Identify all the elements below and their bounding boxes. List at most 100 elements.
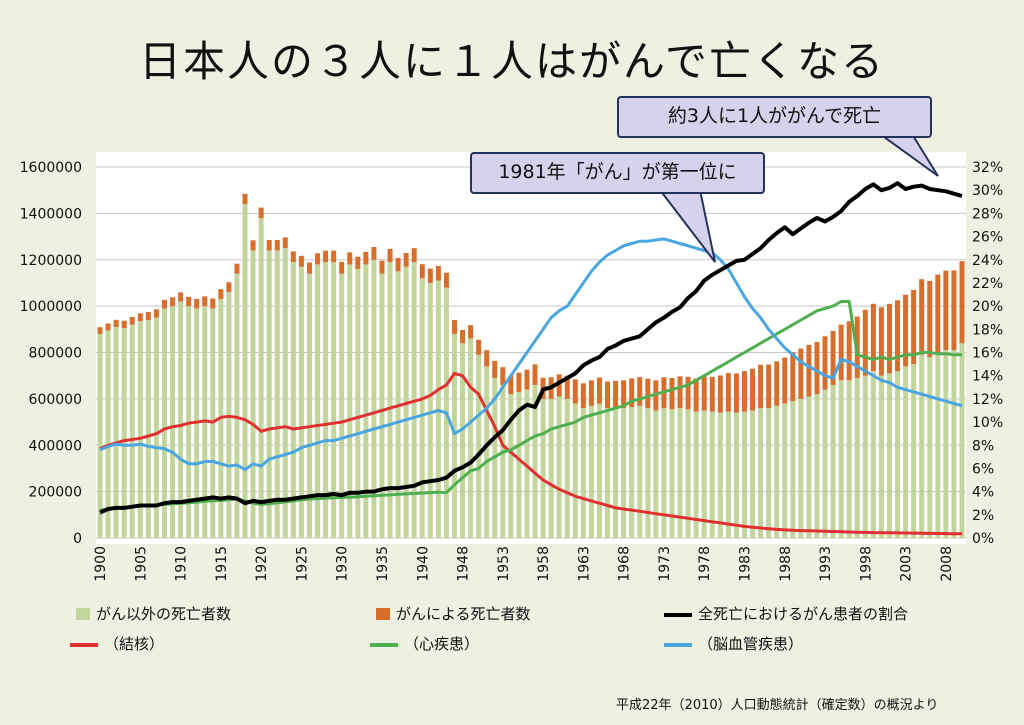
- y-left-tick-label: 600000: [29, 392, 82, 408]
- bar-cancer: [306, 262, 312, 274]
- bar-non-cancer: [419, 278, 425, 538]
- x-tick-label: 1920: [254, 546, 270, 582]
- y-left-tick-label: 400000: [29, 438, 82, 454]
- bar-cancer: [153, 309, 159, 318]
- y-right-tick-label: 14%: [972, 369, 1003, 385]
- bar-cancer: [580, 383, 586, 409]
- bar-cancer: [838, 324, 844, 381]
- bar-non-cancer: [959, 343, 965, 538]
- bar-cancer: [878, 307, 884, 376]
- bar-non-cancer: [290, 262, 296, 538]
- bar-non-cancer: [717, 412, 723, 538]
- x-tick-label: 1940: [415, 546, 431, 582]
- bar-non-cancer: [476, 354, 482, 538]
- bar-cancer: [411, 248, 417, 263]
- bar-cancer: [403, 253, 409, 267]
- bar-non-cancer: [580, 408, 586, 538]
- x-tick-label: 1988: [778, 546, 794, 582]
- x-tick-label: 2008: [939, 546, 955, 582]
- bar-cancer: [621, 380, 627, 409]
- bar-cancer: [774, 361, 780, 406]
- bar-non-cancer: [878, 375, 884, 538]
- x-tick-label: 1958: [536, 546, 552, 582]
- bar-cancer: [355, 256, 361, 270]
- bar-cancer: [395, 257, 401, 272]
- gridlines: [96, 166, 966, 539]
- bar-non-cancer: [709, 411, 715, 538]
- bar-non-cancer: [943, 350, 949, 538]
- bar-cancer: [484, 350, 490, 367]
- bar-non-cancer: [750, 410, 756, 538]
- y-right-tick-label: 18%: [972, 322, 1003, 338]
- bar-non-cancer: [451, 333, 457, 538]
- bar-non-cancer: [508, 394, 514, 538]
- bar-non-cancer: [524, 389, 530, 538]
- bar-cancer: [234, 263, 240, 274]
- bar-non-cancer: [323, 262, 329, 538]
- bar-non-cancer: [572, 403, 578, 538]
- y-right-tick-label: 16%: [972, 346, 1003, 362]
- bar-non-cancer: [540, 398, 546, 538]
- legend-heart: （心疾患）: [370, 633, 570, 655]
- x-tick-label: 1910: [174, 546, 190, 582]
- y-right-tick-label: 22%: [972, 276, 1003, 292]
- bar-non-cancer: [500, 384, 506, 538]
- bar-cancer: [782, 357, 788, 404]
- bar-non-cancer: [814, 394, 820, 538]
- bar-cancer: [637, 377, 643, 406]
- y-left-tick-label: 1200000: [20, 253, 82, 269]
- bar-cancer: [371, 246, 377, 260]
- bar-non-cancer: [870, 371, 876, 538]
- bar-non-cancer: [427, 282, 433, 538]
- bar-cancer: [186, 296, 192, 307]
- bar-non-cancer: [629, 406, 635, 538]
- bar-cancer: [693, 378, 699, 412]
- bar-cancer: [895, 300, 901, 372]
- bar-non-cancer: [774, 405, 780, 538]
- legend-label-cerebro: （脳血管疾患）: [698, 635, 804, 653]
- bar-non-cancer: [733, 412, 739, 538]
- bar-cancer: [846, 321, 852, 381]
- bar-cancer: [492, 360, 498, 379]
- y-right-tick-label: 20%: [972, 299, 1003, 315]
- series-lines: [99, 181, 963, 536]
- bar-non-cancer: [895, 371, 901, 538]
- bar-cancer: [258, 207, 264, 219]
- bar-cancer: [943, 270, 949, 351]
- y-left-tick-label: 800000: [29, 346, 82, 362]
- bar-cancer: [113, 319, 119, 327]
- page-title: 日本人の３人に１人はがんで亡くなる: [139, 37, 885, 86]
- y-right-tick-label: 6%: [972, 461, 994, 477]
- bar-non-cancer: [379, 273, 385, 538]
- x-tick-label: 1983: [737, 546, 753, 582]
- bar-non-cancer: [347, 264, 353, 538]
- bar-cancer: [97, 327, 103, 334]
- legend-line-ratio: [664, 613, 692, 617]
- legend-line-tuberculosis: [70, 643, 98, 647]
- bar-cancer: [605, 381, 611, 409]
- bar-cancer: [161, 299, 167, 309]
- bar-cancer: [516, 372, 522, 392]
- y-right-tick-label: 24%: [972, 253, 1003, 269]
- bar-non-cancer: [266, 250, 272, 538]
- bar-non-cancer: [315, 264, 321, 538]
- legend-label-ratio: 全死亡におけるがん患者の割合: [698, 605, 909, 623]
- legend-label-tuberculosis: （結核）: [104, 635, 165, 653]
- bar-cancer: [178, 292, 184, 302]
- bar-cancer: [629, 378, 635, 407]
- bar-non-cancer: [105, 330, 111, 538]
- y-right-tick-label: 30%: [972, 183, 1003, 199]
- bar-cancer: [766, 364, 772, 409]
- bar-non-cancer: [306, 273, 312, 538]
- bar-cancer: [500, 367, 506, 385]
- bar-cancer: [758, 364, 764, 409]
- y-right-tick-label: 8%: [972, 438, 994, 454]
- x-tick-label: 1973: [657, 546, 673, 582]
- bar-non-cancer: [363, 264, 369, 538]
- bar-non-cancer: [282, 248, 288, 538]
- bar-non-cancer: [588, 405, 594, 538]
- bar-cancer: [298, 255, 304, 267]
- callout-cancer-first-1981: 1981年「がん」が第一位に: [470, 152, 765, 194]
- bar-cancer: [532, 364, 538, 385]
